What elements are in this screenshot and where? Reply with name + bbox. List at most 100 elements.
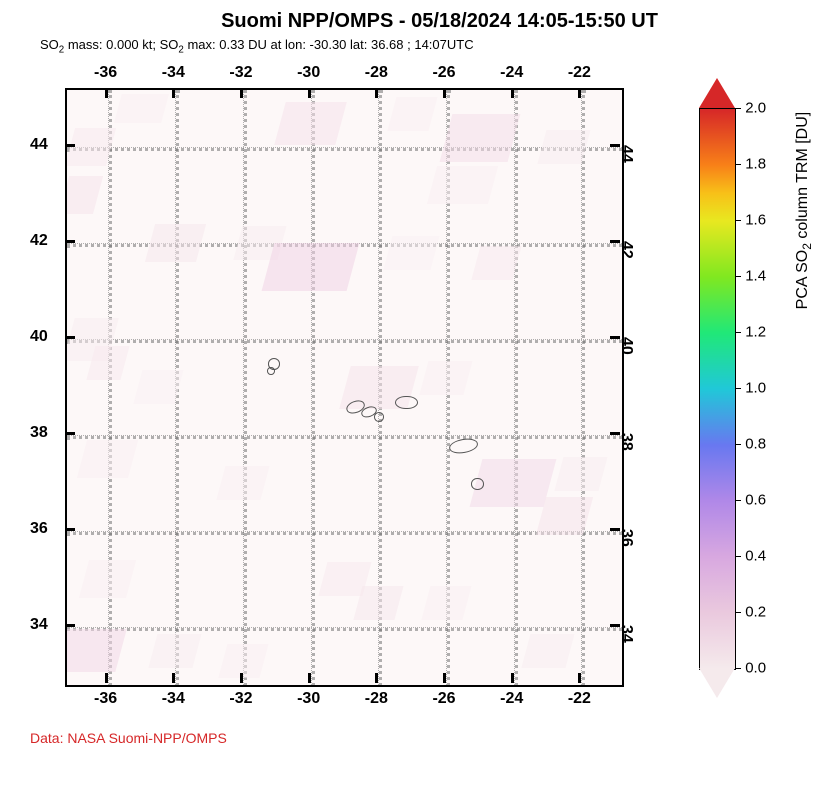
island-outline [471,478,483,490]
heatmap-cell [421,586,471,620]
y-tick [65,336,75,339]
x-tick-label: -36 [94,64,117,82]
colorbar-tick [735,332,741,333]
colorbar-tick [735,668,741,669]
x-tick-label: -24 [500,690,523,708]
y-tick [65,144,75,147]
x-tick-label: -32 [229,690,252,708]
island-outline [395,396,417,410]
heatmap-cell [384,236,440,270]
colorbar-title: PCA SO2 column TRM [DU] [794,111,814,309]
x-tick-label: -28 [365,64,388,82]
x-tick [308,673,311,683]
colorbar-tick [735,500,741,501]
y-tick-label: 44 [30,136,48,154]
y-tick [65,240,75,243]
y-tick-label: 38 [30,424,48,442]
main-area: -36-36-34-34-32-32-30-30-28-28-26-26-24-… [10,58,829,738]
chart-title: Suomi NPP/OMPS - 05/18/2024 14:05-15:50 … [10,10,829,33]
x-tick [511,88,514,98]
island-outline [448,436,479,454]
heatmap-cell [354,586,404,620]
colorbar-tick-label: 0.6 [745,491,766,508]
colorbar-tick [735,164,741,165]
heatmap-cell [274,102,346,145]
y-tick-label-right: 36 [617,529,635,547]
heatmap-cell [262,243,359,291]
x-tick-label: -30 [297,690,320,708]
grid-line-v [243,90,247,687]
grid-line-v [514,90,518,687]
colorbar-tick-label: 1.6 [745,211,766,228]
island-outline [267,367,274,375]
x-tick-label: -30 [297,64,320,82]
colorbar-tick-label: 1.2 [745,323,766,340]
x-tick [172,88,175,98]
island-outline [374,412,384,422]
x-tick-label: -22 [568,64,591,82]
x-tick-label: -34 [162,64,185,82]
y-tick-label-right: 34 [617,625,635,643]
heatmap-cell [65,176,103,214]
colorbar-tick [735,220,741,221]
colorbar-tick [735,444,741,445]
heatmap-cell [65,629,127,672]
y-tick [65,624,75,627]
x-tick-label: -26 [432,690,455,708]
x-tick [240,88,243,98]
x-tick [240,673,243,683]
y-tick-label: 40 [30,328,48,346]
heatmap-cell [77,440,138,478]
map-container: -36-36-34-34-32-32-30-30-28-28-26-26-24-… [10,58,649,738]
y-tick-label-right: 44 [617,145,635,163]
x-tick-label: -36 [94,690,117,708]
colorbar-tick-label: 0.2 [745,603,766,620]
colorbar-arrow-bottom-icon [699,668,735,698]
chart-subtitle: SO2 mass: 0.000 kt; SO2 max: 0.33 DU at … [40,37,829,56]
colorbar-tick-label: 1.0 [745,379,766,396]
y-tick [65,432,75,435]
heatmap-cell [521,634,574,668]
heatmap-cell [114,94,169,123]
grid-line-v [581,90,585,687]
colorbar-tick [735,612,741,613]
map-heatmap [65,88,624,687]
x-tick [578,673,581,683]
y-tick-label: 36 [30,520,48,538]
x-tick-label: -22 [568,690,591,708]
x-tick [105,88,108,98]
heatmap-cell [555,457,608,491]
x-tick-label: -32 [229,64,252,82]
x-tick [511,673,514,683]
colorbar-area: PCA SO2 column TRM [DU] 0.00.20.40.60.81… [679,58,829,738]
x-tick [443,673,446,683]
x-tick-label: -24 [500,64,523,82]
data-credit: Data: NASA Suomi-NPP/OMPS [30,730,227,746]
x-tick [308,88,311,98]
y-tick-label: 42 [30,232,48,250]
grid-line-h [67,339,624,343]
y-tick-label-right: 40 [617,337,635,355]
heatmap-cell [536,497,594,535]
x-tick [578,88,581,98]
grid-line-h [67,627,624,631]
colorbar-tick [735,388,741,389]
y-tick-label: 34 [30,616,48,634]
colorbar [699,108,736,670]
grid-line-v [311,90,315,687]
y-tick-label-right: 42 [617,241,635,259]
colorbar-tick-label: 1.8 [745,155,766,172]
grid-line-h [67,435,624,439]
heatmap-cell [216,466,269,500]
x-tick-label: -28 [365,690,388,708]
colorbar-tick-label: 0.8 [745,435,766,452]
x-tick-label: -34 [162,690,185,708]
heatmap-cell [145,224,206,262]
heatmap-cell [387,97,437,131]
colorbar-tick [735,556,741,557]
colorbar-tick [735,108,741,109]
colorbar-tick [735,276,741,277]
y-tick [65,528,75,531]
heatmap-cell [420,361,473,395]
colorbar-tick-label: 0.0 [745,659,766,676]
